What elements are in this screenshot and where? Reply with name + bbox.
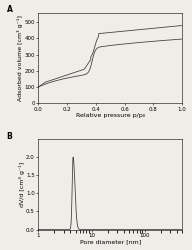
X-axis label: Pore diameter [nm]: Pore diameter [nm]	[79, 240, 141, 244]
Text: A: A	[7, 5, 12, 14]
Y-axis label: Adsorbed volume [cm³ g⁻¹]: Adsorbed volume [cm³ g⁻¹]	[17, 15, 23, 101]
Text: B: B	[7, 132, 12, 141]
Y-axis label: dV/d [cm³ g⁻¹]: dV/d [cm³ g⁻¹]	[19, 162, 25, 207]
X-axis label: Relative pressure p/p₀: Relative pressure p/p₀	[76, 113, 145, 118]
